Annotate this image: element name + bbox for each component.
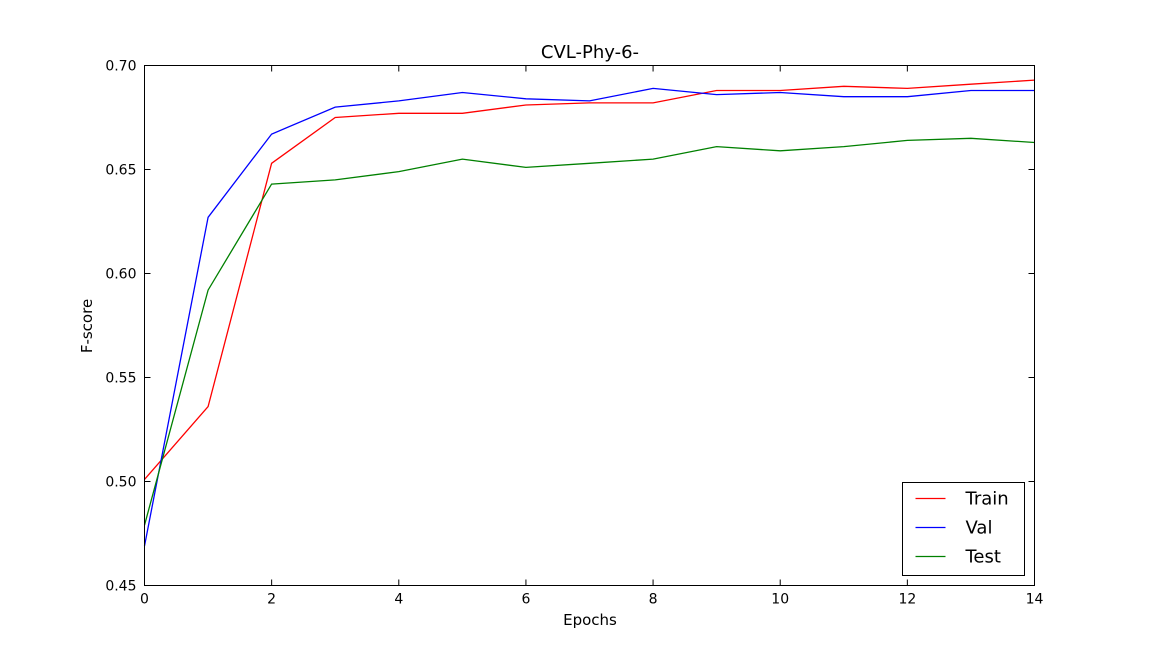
chart-title: CVL-Phy-6-	[541, 42, 639, 63]
x-tick-label: 12	[898, 592, 916, 608]
x-tick-label: 10	[771, 592, 789, 608]
legend-label-val: Val	[966, 518, 993, 539]
y-tick-label: 0.50	[105, 475, 136, 491]
y-tick-label: 0.55	[105, 371, 136, 387]
y-tick-label: 0.45	[105, 579, 136, 595]
x-tick-label: 14	[1026, 592, 1044, 608]
series-lines	[143, 79, 1035, 547]
y-axis-label: F-score	[78, 299, 96, 353]
y-tick-label: 0.70	[105, 59, 136, 75]
x-tick-label: 0	[140, 592, 149, 608]
series-line-val	[143, 87, 1035, 547]
legend-label-test: Test	[965, 547, 1001, 568]
x-tick-label: 6	[521, 592, 530, 608]
series-line-train	[144, 79, 1035, 480]
series-line-test	[143, 137, 1035, 526]
y-tick-label: 0.60	[105, 267, 136, 283]
x-tick-label: 4	[394, 592, 403, 608]
legend: Train Val Test	[902, 482, 1025, 576]
y-tick-label: 0.65	[105, 163, 136, 179]
x-tick-label: 2	[267, 592, 276, 608]
x-tick-label: 8	[649, 592, 658, 608]
legend-label-train: Train	[965, 489, 1009, 510]
plot-area-frame	[144, 65, 1035, 586]
x-axis-label: Epochs	[563, 611, 617, 629]
